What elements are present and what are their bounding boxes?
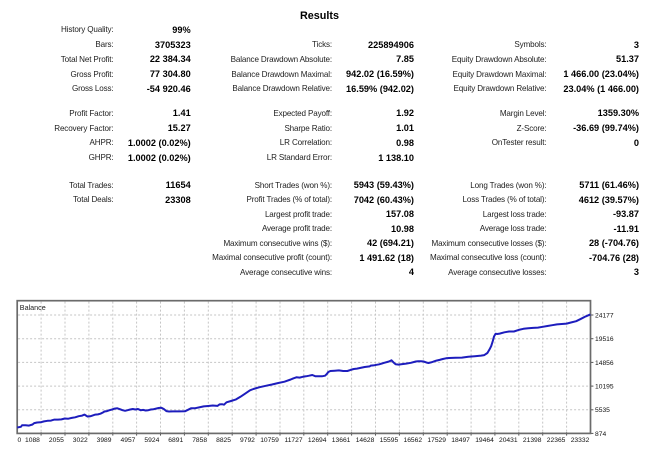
svg-text:14856: 14856 [595, 360, 614, 367]
svg-text:0: 0 [18, 437, 22, 444]
svg-text:10195: 10195 [595, 384, 614, 391]
svg-text:9792: 9792 [240, 437, 255, 444]
svg-text:874: 874 [595, 431, 606, 438]
svg-text:5924: 5924 [144, 437, 159, 444]
svg-text:Balance: Balance [20, 303, 46, 312]
svg-text:24177: 24177 [595, 312, 614, 319]
svg-text:7858: 7858 [192, 437, 207, 444]
svg-text:23332: 23332 [571, 437, 590, 444]
svg-text:15595: 15595 [380, 437, 399, 444]
svg-text:19516: 19516 [595, 336, 614, 343]
svg-text:3022: 3022 [73, 437, 88, 444]
svg-text:11727: 11727 [284, 437, 302, 444]
svg-text:16562: 16562 [403, 437, 422, 444]
svg-text:13661: 13661 [332, 437, 351, 444]
svg-text:5535: 5535 [595, 407, 610, 414]
svg-text:17529: 17529 [427, 437, 446, 444]
svg-text:4957: 4957 [121, 437, 136, 444]
svg-text:6891: 6891 [168, 437, 183, 444]
svg-text:2055: 2055 [49, 437, 64, 444]
svg-text:19464: 19464 [475, 437, 494, 444]
svg-text:14628: 14628 [356, 437, 375, 444]
svg-text:8825: 8825 [216, 437, 231, 444]
svg-text:10759: 10759 [260, 437, 279, 444]
svg-text:20431: 20431 [499, 437, 518, 444]
svg-text:18497: 18497 [451, 437, 470, 444]
svg-text:3989: 3989 [97, 437, 112, 444]
svg-text:12694: 12694 [308, 437, 327, 444]
svg-text:22365: 22365 [547, 437, 566, 444]
svg-text:21398: 21398 [523, 437, 542, 444]
svg-text:1088: 1088 [25, 437, 40, 444]
